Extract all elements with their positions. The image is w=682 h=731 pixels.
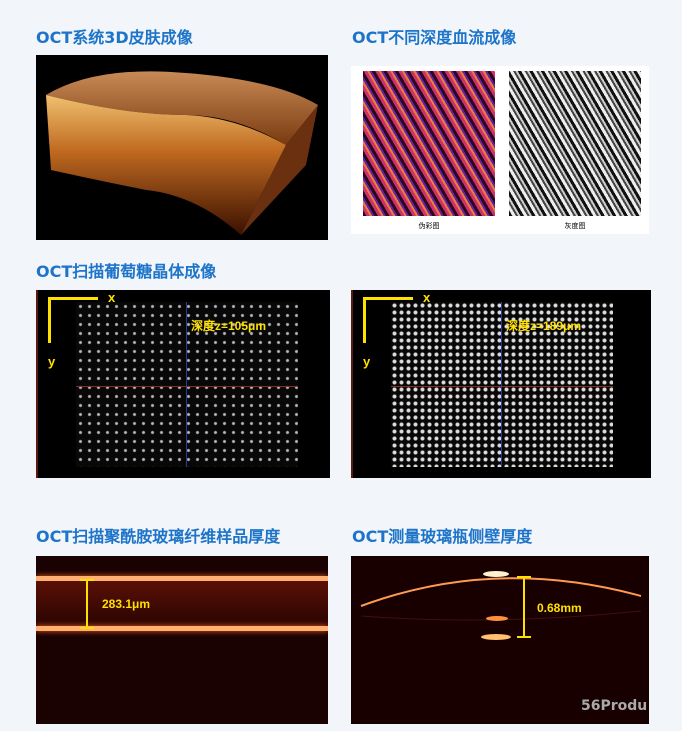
caption-gray: 灰度图 [564,222,586,230]
pseudo-color-map [363,71,495,216]
depth-label: 深度z=105μm [191,319,267,333]
thickness-label: 283.1μm [102,597,151,611]
title-glucose: OCT扫描葡萄糖晶体成像 [36,262,217,281]
y-axis-label: y [48,354,56,369]
skin-3d-image [36,55,328,240]
glucose-scan-1: x y 深度z=105μm [36,290,330,478]
x-axis-label: x [423,290,431,305]
caption-pseudo: 伪彩图 [418,222,440,230]
grayscale-map [509,71,641,216]
x-axis-label: x [108,290,116,305]
fiber-scan-image: 283.1μm [36,556,328,724]
watermark-logo: 56Produ [581,698,648,714]
blood-flow-image: 伪彩图 灰度图 [351,66,649,234]
thickness-label: 0.68mm [537,601,582,615]
glucose-scan-2: x y 深度z=189μm [351,290,651,478]
depth-label: 深度z=189μm [506,319,582,333]
bottle-scan-image: 0.68mm 56Produ [351,556,649,724]
title-fiber: OCT扫描聚酰胺玻璃纤维样品厚度 [36,527,281,546]
y-axis-label: y [363,354,371,369]
title-bottle: OCT测量玻璃瓶侧壁厚度 [352,527,533,546]
title-3d-skin: OCT系统3D皮肤成像 [36,28,193,47]
title-blood-flow: OCT不同深度血流成像 [352,28,517,47]
